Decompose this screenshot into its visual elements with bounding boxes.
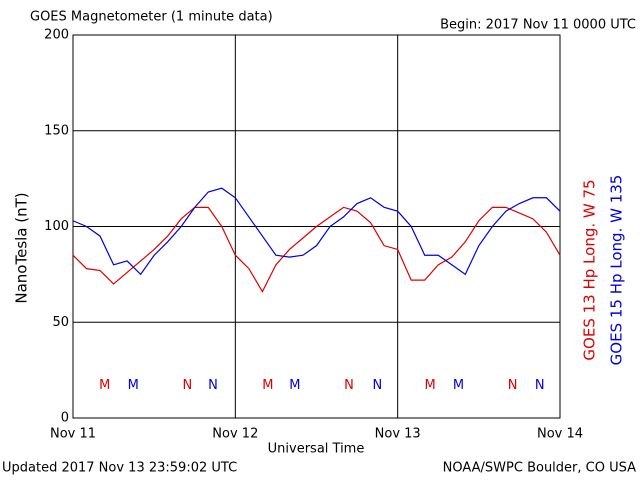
chart-title: GOES Magnetometer (1 minute data)	[30, 10, 273, 25]
x-tick-label: Nov 12	[212, 427, 258, 442]
annotation: M	[128, 378, 139, 393]
x-axis-label: Universal Time	[268, 442, 365, 457]
annotation: N	[208, 378, 218, 393]
annotation: N	[182, 378, 192, 393]
y-tick-label: 200	[44, 28, 69, 43]
plot-frame	[72, 34, 561, 419]
annotation: N	[535, 378, 545, 393]
annotation: M	[99, 378, 110, 393]
series-line	[72, 187, 561, 276]
annotation: N	[344, 378, 354, 393]
annotation: M	[289, 378, 300, 393]
footer-right: NOAA/SWPC Boulder, CO USA	[443, 461, 636, 476]
x-tick-label: Nov 14	[537, 427, 583, 442]
y-tick-label: 100	[44, 219, 69, 234]
y-tick-label: 150	[44, 123, 69, 138]
footer-left: Updated 2017 Nov 13 23:59:02 UTC	[2, 461, 237, 476]
annotation: M	[262, 378, 273, 393]
x-tick-label: Nov 13	[375, 427, 421, 442]
y-tick-label: 0	[61, 411, 69, 426]
annotation: M	[425, 378, 436, 393]
x-tick-label: Nov 11	[50, 427, 96, 442]
annotation: N	[373, 378, 383, 393]
legend-label: GOES 15 Hp Long. W 135	[608, 175, 626, 366]
chart-subtitle: Begin: 2017 Nov 11 0000 UTC	[440, 18, 636, 33]
series-line	[72, 206, 561, 293]
legend-label: GOES 13 Hp Long. W 75	[581, 179, 599, 360]
annotation: M	[453, 378, 464, 393]
annotation: N	[508, 378, 518, 393]
y-tick-label: 50	[52, 315, 69, 330]
y-axis-label: NanoTesla (nT)	[13, 192, 31, 303]
